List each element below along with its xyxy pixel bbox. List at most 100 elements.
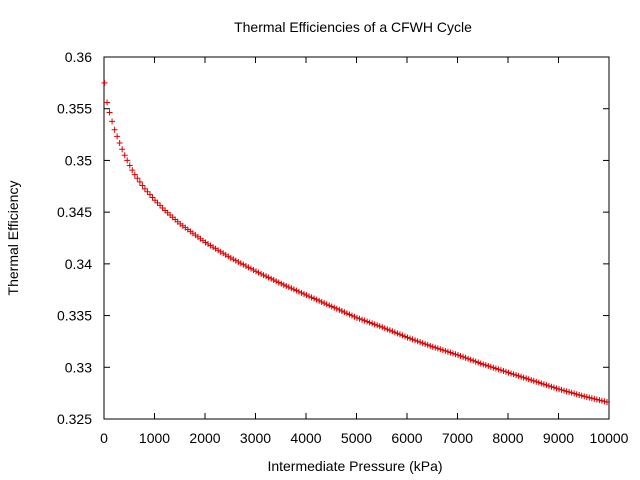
data-point [258, 270, 265, 277]
data-point [268, 275, 275, 282]
data-point [500, 367, 507, 374]
data-point [321, 300, 328, 307]
y-tick-label: 0.345 [57, 204, 92, 220]
data-point [364, 318, 371, 325]
data-point [513, 372, 520, 379]
data-point [354, 314, 361, 321]
data-point [227, 254, 234, 261]
data-point [121, 152, 128, 159]
data-point [510, 371, 517, 378]
data-point [152, 197, 159, 204]
data-point [109, 118, 116, 125]
y-tick-label: 0.33 [65, 359, 92, 375]
data-point [518, 373, 525, 380]
data-point [278, 280, 285, 287]
data-point [593, 396, 600, 403]
data-point [159, 205, 166, 212]
data-point [331, 304, 338, 311]
data-point [391, 329, 398, 336]
data-point [104, 99, 111, 106]
data-point [399, 332, 406, 339]
data-point [576, 391, 583, 398]
y-axis-label: Thermal Efficiency [5, 181, 21, 296]
data-point [290, 286, 297, 293]
data-point [412, 337, 419, 344]
data-point [563, 388, 570, 395]
data-point [381, 325, 388, 332]
data-point [475, 359, 482, 366]
data-point [285, 284, 292, 291]
data-point [270, 277, 277, 284]
data-point [427, 342, 434, 349]
y-tick-label: 0.36 [65, 49, 92, 65]
data-point [253, 268, 260, 275]
data-point [465, 355, 472, 362]
data-point [136, 178, 143, 185]
data-point [540, 381, 547, 388]
data-point [429, 343, 436, 350]
data-point [533, 378, 540, 385]
data-point [255, 269, 262, 276]
data-point [346, 311, 353, 318]
data-point [139, 182, 146, 189]
chart-title: Thermal Efficiencies of a CFWH Cycle [234, 19, 472, 35]
data-point [558, 386, 565, 393]
data-point [341, 309, 348, 316]
data-point [432, 344, 439, 351]
data-point [250, 267, 257, 274]
data-point [586, 394, 593, 401]
y-tick-label: 0.34 [65, 256, 92, 272]
data-point [293, 287, 300, 294]
data-point [497, 367, 504, 374]
data-point [232, 257, 239, 264]
data-point [336, 306, 343, 313]
data-point [245, 264, 252, 271]
data-point [477, 360, 484, 367]
data-point [237, 260, 244, 267]
data-point [371, 321, 378, 328]
data-point [444, 348, 451, 355]
data-point [460, 353, 467, 360]
data-point [146, 191, 153, 198]
data-point [157, 202, 164, 209]
data-point [154, 199, 161, 206]
data-point [462, 354, 469, 361]
data-point [492, 365, 499, 372]
data-point [401, 333, 408, 340]
x-tick-label: 4000 [290, 430, 321, 446]
y-tick-label: 0.325 [57, 411, 92, 427]
data-point [326, 302, 333, 309]
data-point [240, 261, 247, 268]
data-point [328, 303, 335, 310]
data-point [578, 392, 585, 399]
data-point [591, 395, 598, 402]
data-point [404, 334, 411, 341]
data-point [280, 281, 287, 288]
data-point [543, 382, 550, 389]
data-series [101, 79, 610, 405]
data-point [525, 376, 532, 383]
x-axis-ticks: 0 1000 2000 3000 4000 5000 6000 7000 8000 9000 100… [100, 57, 629, 446]
data-point [144, 188, 151, 195]
data-point [141, 185, 148, 192]
data-point [308, 294, 315, 301]
x-axis-label: Intermediate Pressure (kPa) [267, 458, 442, 474]
y-tick-label: 0.35 [65, 152, 92, 168]
y-axis-ticks: 0.325 0.33 0.335 0.34 0.345 0.35 0.355 0.36 [57, 49, 609, 427]
data-point [470, 357, 477, 364]
y-tick-label: 0.335 [57, 308, 92, 324]
data-point [265, 274, 272, 281]
data-point [131, 171, 138, 178]
data-point [437, 346, 444, 353]
x-tick-label: 8000 [492, 430, 523, 446]
data-point [472, 358, 479, 365]
data-point [455, 352, 462, 359]
data-point [571, 390, 578, 397]
data-point [508, 370, 515, 377]
data-point [480, 361, 487, 368]
data-point [263, 273, 270, 280]
data-point [303, 292, 310, 299]
data-point [417, 339, 424, 346]
data-point [490, 364, 497, 371]
